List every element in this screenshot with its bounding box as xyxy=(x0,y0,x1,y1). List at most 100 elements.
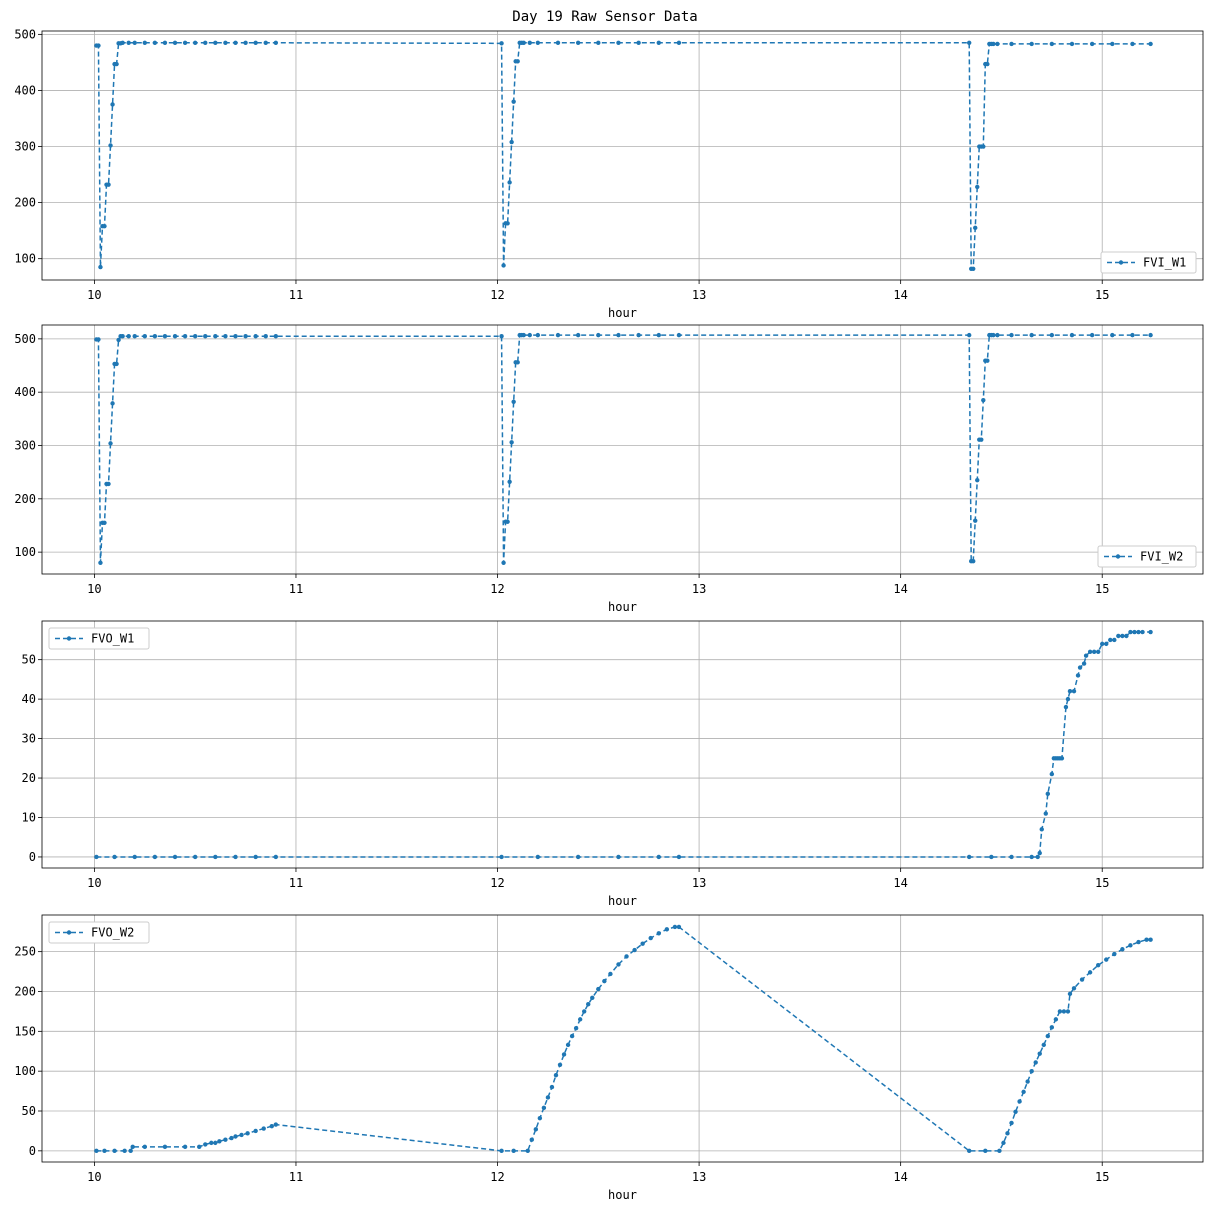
data-point xyxy=(636,40,641,45)
data-point xyxy=(102,1148,107,1154)
x-tick-label: 14 xyxy=(893,582,907,596)
grid-lines xyxy=(42,621,1203,868)
data-point xyxy=(203,40,208,45)
data-point xyxy=(997,1148,1002,1154)
y-tick-label: 100 xyxy=(14,545,36,559)
y-tick-label: 0 xyxy=(29,850,36,864)
data-point xyxy=(971,266,976,271)
data-point xyxy=(233,40,238,45)
series-FVO_W2 xyxy=(94,924,1153,1154)
data-point xyxy=(507,180,512,185)
data-point xyxy=(1083,653,1089,658)
data-point xyxy=(1087,970,1093,975)
data-point xyxy=(989,854,994,860)
series-FVO_W1 xyxy=(94,629,1153,860)
data-point xyxy=(981,144,986,149)
data-point xyxy=(94,1148,99,1154)
x-tick-label: 13 xyxy=(692,288,706,302)
data-point xyxy=(535,332,541,338)
data-point xyxy=(229,1135,234,1141)
data-point xyxy=(535,40,541,45)
data-point xyxy=(505,519,510,524)
data-point xyxy=(192,334,198,339)
x-tick-label: 13 xyxy=(692,582,706,596)
axes: 10 11 12 13 14 15 100 200 300 400 500 xyxy=(14,332,1109,596)
data-point xyxy=(1029,854,1034,860)
data-point xyxy=(253,854,258,860)
data-point xyxy=(1140,629,1145,635)
data-point xyxy=(106,481,111,487)
data-point xyxy=(995,332,1000,338)
data-point xyxy=(1033,1060,1038,1065)
data-point xyxy=(1069,332,1075,338)
data-point xyxy=(1013,1109,1018,1115)
series-FVI_W2 xyxy=(94,332,1153,565)
legend: FVO_W1 xyxy=(48,627,150,650)
x-tick-label: 15 xyxy=(1095,1170,1109,1184)
data-point xyxy=(1110,332,1115,338)
data-point xyxy=(98,264,103,270)
x-axis-label: hour xyxy=(608,1188,637,1202)
data-point xyxy=(233,854,238,860)
data-point xyxy=(499,1148,504,1154)
legend-marker xyxy=(66,636,72,641)
data-point xyxy=(261,1126,266,1131)
legend-box xyxy=(48,921,150,944)
data-point xyxy=(112,854,117,860)
y-tick-label: 300 xyxy=(14,140,36,154)
data-point xyxy=(263,334,268,339)
data-point xyxy=(515,360,520,365)
data-point xyxy=(1136,629,1141,635)
data-point xyxy=(223,40,228,45)
data-point xyxy=(1079,977,1085,982)
data-point xyxy=(515,59,520,64)
y-tick-label: 200 xyxy=(14,492,36,506)
data-point xyxy=(640,941,645,946)
y-tick-label: 500 xyxy=(14,332,36,346)
y-tick-label: 100 xyxy=(14,1064,36,1078)
data-point xyxy=(533,1127,539,1132)
data-point xyxy=(1110,41,1115,47)
data-point xyxy=(995,41,1000,47)
data-point xyxy=(1053,1017,1059,1022)
data-point xyxy=(197,1144,202,1150)
data-point xyxy=(114,61,119,67)
legend-label: FVI_W1 xyxy=(1143,256,1186,270)
data-point xyxy=(94,854,99,860)
data-point xyxy=(1065,1009,1071,1014)
data-point xyxy=(152,854,158,860)
data-point xyxy=(509,440,514,445)
data-point xyxy=(1130,332,1135,338)
data-point xyxy=(1089,41,1095,47)
legend-label: FVO_W2 xyxy=(91,926,134,940)
data-point xyxy=(1039,827,1044,832)
data-point xyxy=(1128,629,1133,635)
data-point xyxy=(96,337,101,342)
y-tick-label: 20 xyxy=(22,771,36,785)
data-point xyxy=(509,139,514,145)
data-point xyxy=(112,1148,117,1154)
data-point xyxy=(1065,696,1071,702)
data-point xyxy=(1136,939,1141,945)
data-point xyxy=(1132,629,1137,635)
x-tick-label: 11 xyxy=(289,876,303,890)
data-point xyxy=(132,334,137,339)
data-point xyxy=(966,1148,972,1154)
y-tick-label: 400 xyxy=(14,385,36,399)
x-tick-label: 13 xyxy=(692,876,706,890)
x-axis-label: hour xyxy=(608,894,637,908)
data-point xyxy=(648,935,653,941)
data-point xyxy=(1061,1009,1067,1014)
subplot-1: 10 11 12 13 14 15 100 200 300 400 500 hour FVI_W1 xyxy=(14,27,1204,320)
data-point xyxy=(991,41,996,47)
data-point xyxy=(590,995,595,1001)
data-point xyxy=(1120,947,1125,952)
data-point xyxy=(126,40,131,45)
y-tick-label: 100 xyxy=(14,252,36,266)
data-point xyxy=(1100,641,1105,647)
data-point xyxy=(253,334,258,339)
y-tick-label: 500 xyxy=(14,27,36,41)
